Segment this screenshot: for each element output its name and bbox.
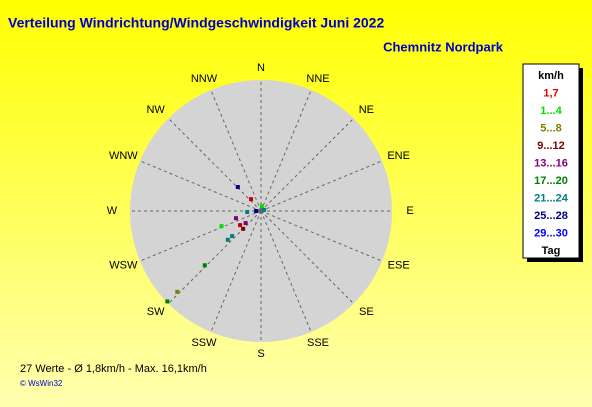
credit: © WsWin32 [20,379,63,388]
spoke [260,210,383,262]
spoke [260,210,354,304]
legend-shadow [579,68,583,262]
station: Chemnitz Nordpark [383,39,504,54]
direction-label: S [257,348,264,360]
wind-point [219,224,224,229]
direction-label: SW [147,306,165,318]
spoke [168,118,262,212]
legend-box [522,63,580,259]
wind-point [235,185,240,190]
wind-point [202,263,207,268]
direction-label: SSW [191,337,217,349]
legend-entry: 1,7 [543,87,558,99]
spoke [260,160,383,212]
wind-point [165,299,170,304]
legend-entry: 13...16 [534,157,568,169]
direction-label: NNE [306,73,329,85]
legend-shadow [527,258,583,262]
direction-label: SSE [307,337,329,349]
direction-label: ENE [387,150,410,162]
spoke [260,89,312,212]
direction-label: NE [359,104,374,116]
footer: 27 Werte - Ø 1,8km/h - Max. 16,1km/h [20,363,207,375]
spoke [210,210,262,333]
wind-point [241,226,246,231]
wind-point [243,221,248,226]
direction-label: NNW [191,73,218,85]
legend-entry: 9...12 [537,140,565,152]
direction-label: WSW [109,260,138,272]
wind-point [254,209,259,213]
spoke [210,89,262,212]
wind-point [175,289,180,294]
spoke [168,210,262,304]
spoke [260,118,354,212]
direction-label: E [406,205,413,217]
legend-entry: 29...30 [534,227,568,239]
direction-label: SE [359,306,374,318]
spoke [139,210,262,262]
legend-entry: 25...28 [534,210,568,222]
wind-point [230,234,235,239]
wind-point [233,216,238,221]
wind-point [249,197,254,202]
spoke [260,210,312,333]
chart-title: Verteilung Windrichtung/Windgeschwindigk… [8,15,384,31]
legend-entry: 21...24 [534,192,569,204]
wind-point [238,223,243,228]
legend-entry: km/h [538,70,564,82]
wind-point [225,237,230,242]
direction-label: ESE [388,260,410,272]
direction-label: N [257,62,265,74]
wind-point [245,209,250,214]
legend-entry: 1...4 [540,105,562,117]
wind-point [259,204,264,209]
legend-entry: Tag [542,245,561,257]
legend-entry: 5...8 [540,122,561,134]
direction-label: WNW [109,150,138,162]
legend-entry: 17...20 [534,175,568,187]
spoke [139,160,262,212]
direction-label: W [107,205,118,217]
wind-point [262,207,267,212]
direction-label: NW [146,104,165,116]
